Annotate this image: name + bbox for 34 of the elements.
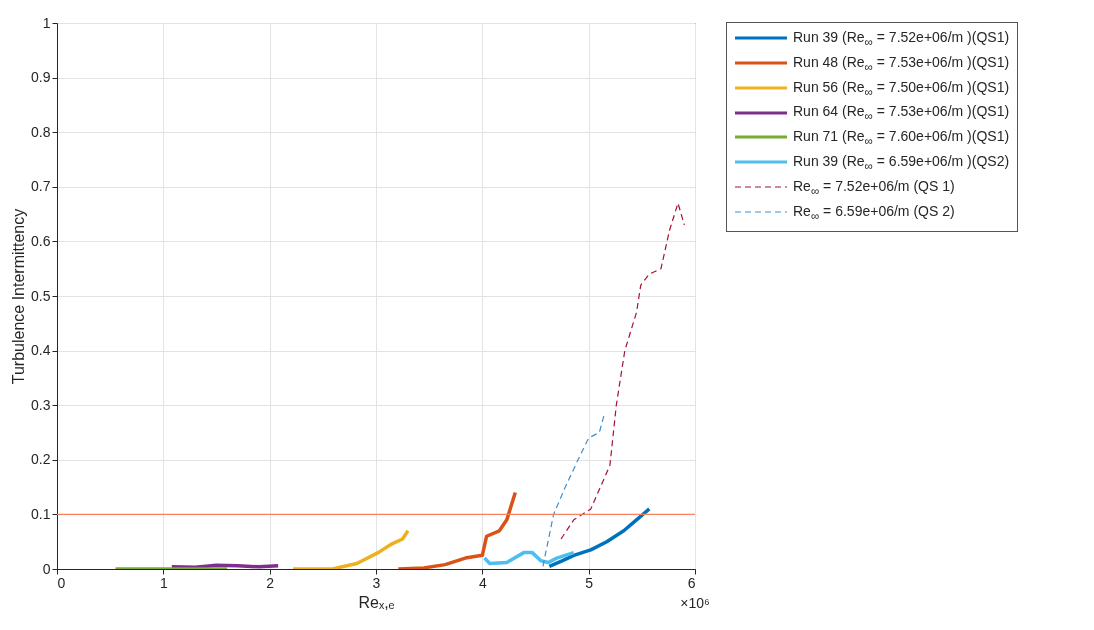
y-tick-label: 0.5 — [31, 287, 51, 304]
y-tick-label: 0.6 — [31, 232, 51, 249]
x-tick-label: 4 — [478, 574, 487, 591]
legend-label: Run 64 (Re$_{∞}$ = 7.53e+06/m )(QS1) — [793, 103, 1010, 123]
y-tick-label: 0.7 — [31, 178, 51, 195]
y-tick-label: 0.3 — [31, 396, 51, 413]
line-series — [291, 529, 410, 569]
text: ×10⁶ — [680, 595, 710, 611]
y-tick-label: 0.4 — [31, 342, 51, 359]
legend-label: Run 48 (Re$_{∞}$ = 7.53e+06/m )(QS1) — [793, 53, 1010, 73]
x-tick-label: 6 — [687, 574, 696, 591]
line-series — [547, 507, 652, 569]
line-series — [396, 490, 518, 569]
y-tick-label: 0.1 — [31, 505, 51, 522]
line-series — [560, 202, 685, 540]
x-tick-label: 3 — [372, 574, 381, 591]
legend-label: Re$_{∞}$ = 6.59e+06/m (QS 2) — [793, 202, 955, 222]
y-tick-label: 0 — [42, 560, 51, 577]
legend-label: Run 39 (Re$_{∞}$ = 6.59e+06/m )(QS2) — [793, 152, 1010, 172]
x-tick-label: 5 — [585, 574, 594, 591]
line-series — [482, 550, 576, 566]
y-tick-label: 1 — [42, 14, 51, 31]
y-axis-title: Turbulence Intermittency — [10, 208, 28, 385]
x-tick-label: 1 — [159, 574, 168, 591]
x-axis-title: Reₓ,ₑ — [358, 593, 395, 611]
legend-label: Run 56 (Re$_{∞}$ = 7.50e+06/m )(QS1) — [793, 78, 1010, 98]
legend-label: Run 71 (Re$_{∞}$ = 7.60e+06/m )(QS1) — [793, 128, 1010, 147]
y-tick-label: 0.2 — [31, 451, 51, 468]
y-tick-label: 0.9 — [31, 69, 51, 86]
legend-label: Re$_{∞}$ = 7.52e+06/m (QS 1) — [793, 177, 955, 197]
x-tick-label: 2 — [266, 574, 275, 591]
y-tick-label: 0.8 — [31, 123, 51, 140]
x-tick-label: 0 — [57, 574, 66, 591]
legend-label: Run 39 (Re$_{∞}$ = 7.52e+06/m )(QS1) — [793, 29, 1010, 48]
